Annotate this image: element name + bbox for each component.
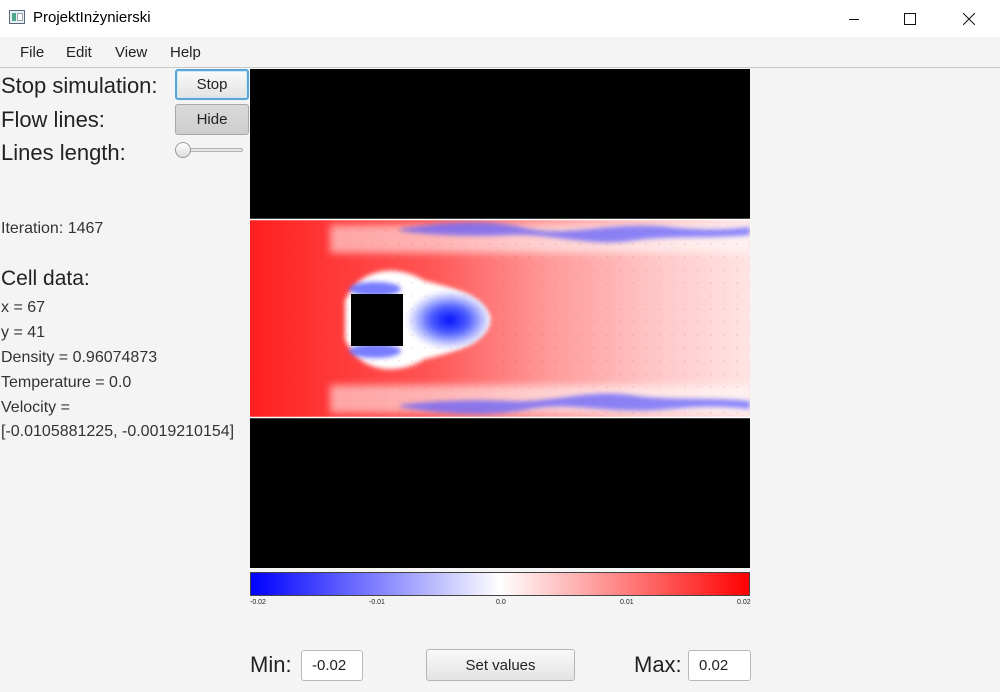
- minimize-button[interactable]: [831, 0, 877, 37]
- menu-help[interactable]: Help: [170, 44, 201, 61]
- set-values-button[interactable]: Set values: [426, 649, 575, 681]
- stop-button[interactable]: Stop: [175, 69, 249, 100]
- cell-velocity-label: Velocity =: [1, 399, 70, 416]
- scale-tick: 0.0: [496, 599, 506, 606]
- iteration-text: Iteration: 1467: [1, 220, 104, 237]
- simulation-canvas[interactable]: [250, 69, 750, 568]
- max-input[interactable]: 0.02: [688, 650, 751, 681]
- cell-density: Density = 0.96074873: [1, 349, 158, 366]
- scale-tick: 0.02: [737, 599, 751, 606]
- menu-bar: File Edit View Help: [0, 37, 1000, 68]
- obstacle: [351, 294, 403, 346]
- menu-file[interactable]: File: [20, 44, 45, 61]
- maximize-button[interactable]: [887, 0, 933, 37]
- stop-simulation-label: Stop simulation:: [1, 73, 158, 98]
- window-title: ProjektInżynierski: [33, 9, 151, 26]
- min-input[interactable]: -0.02: [301, 650, 363, 681]
- close-button[interactable]: [946, 0, 992, 37]
- app-icon: [9, 10, 25, 24]
- scale-tick: 0.01: [620, 599, 634, 606]
- cell-y: y = 41: [1, 324, 46, 341]
- lines-length-slider-thumb[interactable]: [175, 142, 191, 158]
- scale-tick: -0.01: [369, 599, 385, 606]
- minimize-icon: [849, 18, 859, 20]
- cell-velocity-value: [-0.0105881225, -0.0019210154]: [1, 423, 235, 440]
- maximize-icon: [904, 12, 916, 25]
- hide-button[interactable]: Hide: [175, 104, 249, 135]
- cell-x: x = 67: [1, 299, 46, 316]
- close-icon: [963, 12, 975, 25]
- scale-tick: -0.02: [250, 599, 266, 606]
- flow-field: [250, 218, 750, 419]
- cell-data-heading: Cell data:: [1, 267, 90, 290]
- lines-length-label: Lines length:: [1, 140, 126, 165]
- title-bar: ProjektInżynierski: [0, 0, 1000, 37]
- menu-edit[interactable]: Edit: [66, 44, 92, 61]
- color-scale-bar: [250, 572, 750, 596]
- min-label: Min:: [250, 652, 292, 677]
- max-label: Max:: [634, 652, 682, 677]
- menu-view[interactable]: View: [115, 44, 148, 61]
- flow-lines-label: Flow lines:: [1, 107, 105, 132]
- cell-temperature: Temperature = 0.0: [1, 374, 132, 391]
